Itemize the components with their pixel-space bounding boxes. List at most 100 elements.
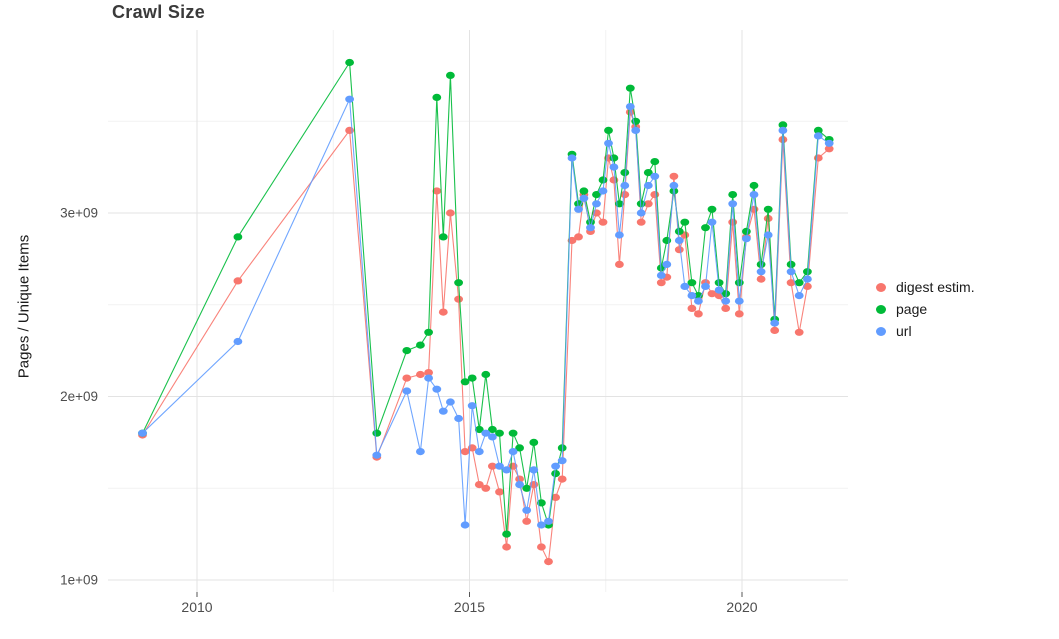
data-point-digest-estim: [824, 145, 834, 153]
data-point-url: [537, 521, 546, 529]
data-point-digest-estim: [669, 172, 679, 180]
data-point-url: [794, 292, 804, 300]
data-point-page: [416, 341, 425, 349]
data-point-digest-estim: [598, 218, 608, 226]
data-point-url: [446, 398, 455, 406]
data-point-digest-estim: [474, 481, 484, 489]
data-point-digest-estim: [446, 209, 455, 217]
data-point-digest-estim: [481, 484, 491, 492]
data-point-digest-estim: [557, 475, 567, 483]
data-point-url: [474, 448, 484, 456]
legend-item-url: url: [876, 320, 975, 342]
data-point-url: [714, 286, 724, 294]
data-point-url: [742, 235, 751, 243]
y-tick-label: 1e+09: [60, 573, 98, 588]
data-point-url: [467, 402, 477, 410]
data-point-page: [446, 71, 455, 79]
data-point-page: [515, 444, 524, 452]
data-point-page: [495, 429, 504, 437]
data-point-url: [522, 506, 532, 514]
data-point-url: [756, 268, 766, 276]
data-point-page: [424, 328, 433, 336]
data-point-page: [432, 93, 442, 101]
x-tick-label: 2015: [454, 599, 485, 615]
data-point-page: [502, 530, 511, 538]
data-point-url: [416, 448, 425, 456]
data-point-url: [502, 466, 511, 474]
data-point-url: [454, 414, 463, 423]
legend: digest estim. page url: [876, 276, 975, 342]
series-page: [138, 58, 834, 538]
data-point-page: [742, 227, 751, 235]
data-point-digest-estim: [522, 517, 532, 525]
data-point-page: [687, 279, 697, 287]
legend-item-digest-estim: digest estim.: [876, 276, 975, 298]
chart-title: Crawl Size: [112, 2, 206, 22]
legend-item-page: page: [876, 298, 975, 320]
data-point-url: [803, 275, 812, 283]
data-point-url: [544, 517, 553, 525]
x-axis-ticks: [196, 592, 743, 597]
data-point-url: [770, 319, 780, 327]
data-point-page: [680, 218, 690, 226]
data-point-digest-estim: [615, 260, 624, 268]
data-point-page: [522, 484, 532, 492]
data-point-digest-estim: [707, 290, 717, 298]
data-point-url: [598, 187, 608, 195]
data-point-page: [662, 236, 672, 245]
data-point-digest-estim: [502, 543, 511, 551]
data-point-url: [557, 457, 567, 465]
data-point-page: [233, 233, 243, 241]
data-point-url: [495, 462, 504, 470]
data-point-page: [813, 126, 823, 134]
data-point-page: [650, 158, 660, 166]
data-point-url: [529, 466, 539, 474]
data-point-url: [631, 126, 641, 134]
data-point-page: [438, 233, 448, 241]
y-tick-label: 2e+09: [60, 389, 98, 404]
series-line-url: [142, 97, 830, 526]
data-point-url: [701, 282, 710, 290]
data-point-page: [604, 126, 613, 134]
data-point-url: [749, 191, 759, 199]
y-axis-tick-labels: 1e+09 2e+09 3e+09: [60, 206, 98, 588]
data-point-page: [372, 429, 382, 437]
data-point-page: [551, 470, 560, 478]
data-point-page: [643, 169, 653, 177]
x-tick-label: 2010: [181, 599, 212, 615]
data-point-page: [345, 58, 354, 67]
data-point-digest-estim: [734, 310, 744, 318]
data-point-url: [481, 429, 491, 437]
data-point-page: [734, 279, 744, 287]
data-point-url: [674, 236, 684, 245]
data-point-digest-estim: [416, 370, 425, 379]
data-point-url: [372, 451, 382, 459]
data-point-url: [728, 200, 738, 208]
data-point-digest-estim: [687, 304, 697, 312]
data-point-url: [680, 282, 690, 290]
data-point-page: [488, 425, 497, 434]
data-point-url: [778, 126, 788, 134]
gridlines-major: [108, 30, 848, 592]
data-point-url: [508, 448, 518, 456]
data-point-url: [424, 374, 433, 382]
data-point-digest-estim: [794, 328, 804, 336]
data-point-digest-estim: [620, 191, 630, 199]
legend-dot-url-icon: [876, 326, 886, 336]
data-point-url: [650, 172, 660, 180]
data-point-digest-estim: [770, 326, 780, 334]
data-point-page: [749, 181, 759, 190]
data-point-page: [402, 347, 412, 355]
data-point-digest-estim: [454, 295, 463, 303]
series-line-digest-estim: [142, 111, 830, 564]
data-point-digest-estim: [233, 277, 243, 285]
data-point-url: [636, 209, 646, 217]
data-point-page: [598, 176, 608, 184]
data-point-digest-estim: [438, 308, 448, 316]
y-tick-label: 3e+09: [60, 206, 98, 221]
data-point-page: [620, 169, 630, 177]
data-point-url: [707, 218, 717, 226]
data-point-url: [402, 387, 412, 395]
